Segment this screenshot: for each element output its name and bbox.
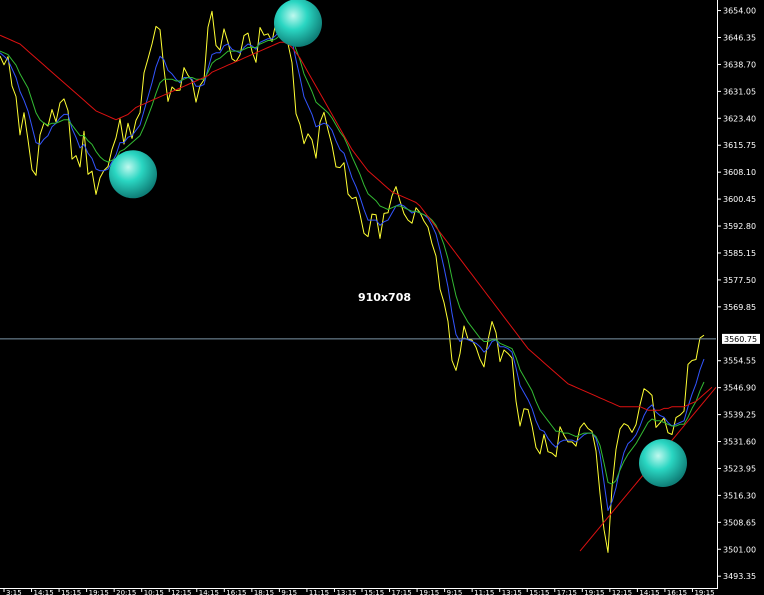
y-tick-label: 3569.85 xyxy=(723,303,756,312)
x-tick-label: 13:15 xyxy=(502,589,522,595)
x-tick-label: 15:15 xyxy=(364,589,384,595)
y-tick-label: 3508.65 xyxy=(723,518,756,527)
y-tick-label: 3554.55 xyxy=(723,357,756,366)
y-tick-label: 3539.25 xyxy=(723,411,756,420)
y-tick-label: 3546.90 xyxy=(723,384,756,393)
x-tick-label: 20:15 xyxy=(116,589,136,595)
price-axis[interactable]: 3654.00 3646.35 3638.70 3631.05 3623.40 3615.… xyxy=(717,0,760,589)
series-line-1 xyxy=(0,27,705,511)
x-tick-label: 12:15 xyxy=(612,589,632,595)
x-tick-label: 10:15 xyxy=(144,589,164,595)
series-line-0 xyxy=(0,10,705,553)
markers-group xyxy=(109,0,687,488)
x-tick-label: 3:15 xyxy=(6,589,22,595)
current-price-box xyxy=(722,333,760,344)
x-tick-label: 19:15 xyxy=(89,589,109,595)
series-line-3 xyxy=(0,34,713,411)
y-tick-label: 3615.75 xyxy=(723,141,756,150)
x-tick-label: 19:15 xyxy=(419,589,439,595)
x-tick-label: 14:15 xyxy=(639,589,659,595)
x-tick-label: 11:15 xyxy=(309,589,329,595)
x-tick-label: 15:15 xyxy=(529,589,549,595)
chart-annotation: 910x708 xyxy=(358,291,411,304)
marker-ball-0 xyxy=(109,150,157,199)
y-tick-label: 3600.45 xyxy=(723,195,756,204)
y-tick-label: 3577.50 xyxy=(723,276,756,285)
y-tick-label: 3608.10 xyxy=(723,168,756,177)
x-tick-label: 11:15 xyxy=(474,589,494,595)
x-tick-label: 14:15 xyxy=(199,589,219,595)
x-tick-label: 17:15 xyxy=(392,589,412,595)
y-tick-label: 3623.40 xyxy=(723,114,756,123)
marker-ball-2 xyxy=(639,439,687,488)
y-tick-label: 3523.95 xyxy=(723,464,756,473)
y-tick-label: 3585.15 xyxy=(723,249,756,258)
y-tick-label: 3646.35 xyxy=(723,33,756,42)
y-tick-label: 3654.00 xyxy=(723,7,756,16)
x-tick-label: 13:15 xyxy=(336,589,356,595)
y-tick-label: 3501.00 xyxy=(723,545,756,554)
x-tick-label: 19:15 xyxy=(584,589,604,595)
y-tick-label: 3531.60 xyxy=(723,438,756,447)
current-price-label: 3560.75 xyxy=(724,335,757,344)
x-tick-label: 17:15 xyxy=(557,589,577,595)
x-tick-label: 12:15 xyxy=(171,589,191,595)
y-tick-label: 3592.80 xyxy=(723,222,756,231)
x-tick-label: 18:15 xyxy=(254,589,274,595)
y-tick-label: 3631.05 xyxy=(723,87,756,96)
y-tick-label: 3493.35 xyxy=(723,572,756,581)
x-tick-label: 15:15 xyxy=(61,589,81,595)
x-tick-label: 16:15 xyxy=(667,589,687,595)
x-tick-label: 9:15 xyxy=(447,589,463,595)
x-tick-label: 16:15 xyxy=(226,589,246,595)
marker-ball-1 xyxy=(274,0,322,47)
y-tick-label: 3638.70 xyxy=(723,60,756,69)
series-line-2 xyxy=(0,32,705,485)
y-tick-label: 3516.30 xyxy=(723,491,756,500)
x-tick-label: 9:15 xyxy=(281,589,297,595)
x-tick-label: 19:15 xyxy=(694,589,714,595)
series-group xyxy=(0,10,713,553)
time-axis[interactable]: 3:15 14:15 15:15 19:15 20:15 10:15 12:15 14:15 1… xyxy=(0,588,718,595)
x-tick-label: 14:15 xyxy=(34,589,54,595)
